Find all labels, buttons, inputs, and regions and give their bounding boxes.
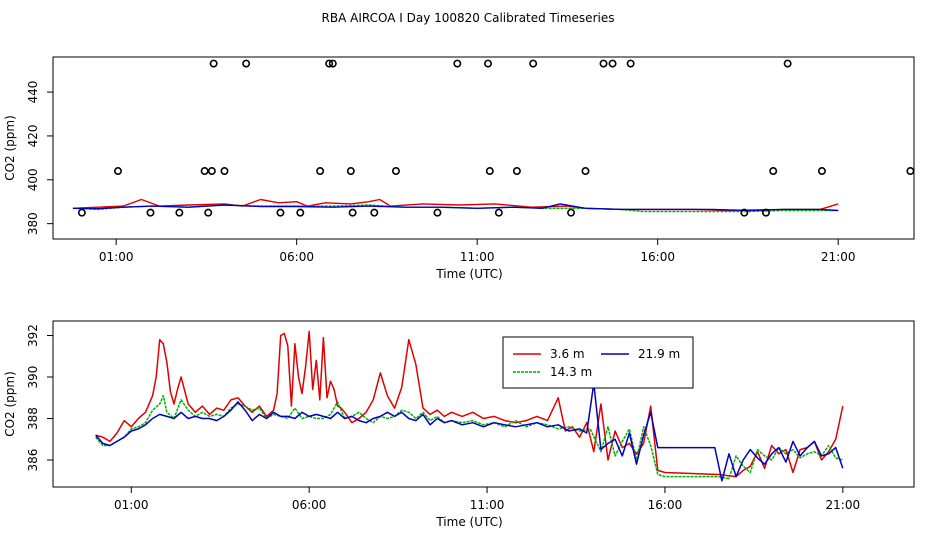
y-tick-label: 388	[26, 407, 40, 430]
flagged-point	[817, 167, 826, 176]
flagged-point	[77, 208, 86, 217]
flagged-point	[414, 240, 420, 246]
flagged-point	[328, 59, 337, 68]
flagged-point	[370, 208, 379, 217]
x-tick-label: 11:00	[460, 250, 495, 264]
legend: 3.6 m 21.9 m 14.3 m	[502, 336, 694, 389]
y-axis-title: CO2 (ppm)	[3, 371, 17, 437]
y-tick-label: 390	[26, 366, 40, 389]
flagged-point	[740, 208, 749, 217]
flagged-point	[759, 240, 765, 246]
flagged-point	[512, 167, 521, 176]
x-tick-label: 16:00	[640, 250, 675, 264]
plot-area	[59, 59, 914, 246]
x-tick-label: 01:00	[99, 250, 134, 264]
flagged-point	[494, 240, 500, 246]
flagged-point	[484, 59, 493, 68]
flagged-point	[552, 240, 558, 246]
figure-title: RBA AIRCOA I Day 100820 Calibrated Times…	[322, 11, 615, 25]
series-line-3-6-m	[95, 330, 844, 478]
y-tick-label: 392	[26, 324, 40, 347]
flagged-point	[209, 59, 218, 68]
y-tick-label: 440	[26, 81, 40, 104]
y-tick-label: 380	[26, 212, 40, 235]
x-tick-label: 06:00	[292, 498, 327, 512]
x-tick-label: 01:00	[114, 498, 149, 512]
flagged-point	[113, 167, 122, 176]
plot-frame	[52, 320, 915, 488]
x-tick-label: 21:00	[826, 498, 861, 512]
flagged-point	[433, 208, 442, 217]
flagged-point	[242, 59, 251, 68]
flagged-point	[207, 167, 216, 176]
flagged-point	[769, 167, 778, 176]
legend-label: 3.6 m	[550, 347, 585, 361]
flagged-point	[276, 208, 285, 217]
flagged-point	[348, 208, 357, 217]
flagged-point	[470, 240, 476, 246]
flagged-point	[220, 167, 229, 176]
series-line-3-6-m	[72, 198, 839, 212]
flagged-point	[761, 208, 770, 217]
top-panel: 01:00 06:00 11:00 16:00 21:00 380 400 420 440 Tim…	[3, 56, 915, 281]
flagged-point	[529, 59, 538, 68]
x-tick-label: 16:00	[648, 498, 683, 512]
flagged-point	[117, 240, 123, 246]
flagged-point	[494, 208, 503, 217]
flagged-point	[608, 59, 617, 68]
x-tick-label: 21:00	[821, 250, 856, 264]
flagged-point	[207, 240, 213, 246]
flagged-point	[175, 208, 184, 217]
flagged-point	[485, 167, 494, 176]
flagged-point	[391, 167, 400, 176]
y-tick-label: 420	[26, 124, 40, 147]
y-tick-label: 386	[26, 449, 40, 472]
series-line-21-9-m	[72, 203, 839, 212]
x-axis-title: Time (UTC)	[435, 515, 502, 529]
series-line-21-9-m	[95, 382, 844, 482]
y-axis-title: CO2 (ppm)	[3, 115, 17, 181]
flagged-point	[346, 167, 355, 176]
flagged-point	[59, 240, 65, 246]
series-line-14-3-m	[95, 394, 844, 480]
legend-box	[502, 336, 694, 389]
flagged-point	[599, 59, 608, 68]
flagged-point	[797, 240, 803, 246]
flagged-point	[316, 167, 325, 176]
legend-label: 21.9 m	[638, 347, 680, 361]
x-axis-title: Time (UTC)	[435, 267, 502, 281]
x-tick-label: 06:00	[279, 250, 314, 264]
flagged-point	[453, 59, 462, 68]
plot-area	[95, 330, 844, 482]
flagged-point	[296, 208, 305, 217]
flagged-point	[664, 240, 670, 246]
flagged-point	[626, 59, 635, 68]
flagged-point	[567, 208, 576, 217]
flagged-point	[369, 240, 375, 246]
y-tick-label: 400	[26, 168, 40, 191]
flagged-point	[783, 59, 792, 68]
flagged-point	[906, 167, 914, 176]
plot-frame	[52, 56, 915, 240]
flagged-point	[250, 240, 256, 246]
legend-label: 14.3 m	[550, 365, 592, 379]
x-tick-label: 11:00	[470, 498, 505, 512]
bottom-panel: 01:00 06:00 11:00 16:00 21:00 386 388 390 392 Tim…	[3, 320, 915, 529]
flagged-point	[325, 59, 334, 68]
flagged-point	[351, 240, 357, 246]
flagged-point	[146, 208, 155, 217]
flagged-point	[200, 167, 209, 176]
flagged-point	[204, 208, 213, 217]
flagged-point	[581, 167, 590, 176]
